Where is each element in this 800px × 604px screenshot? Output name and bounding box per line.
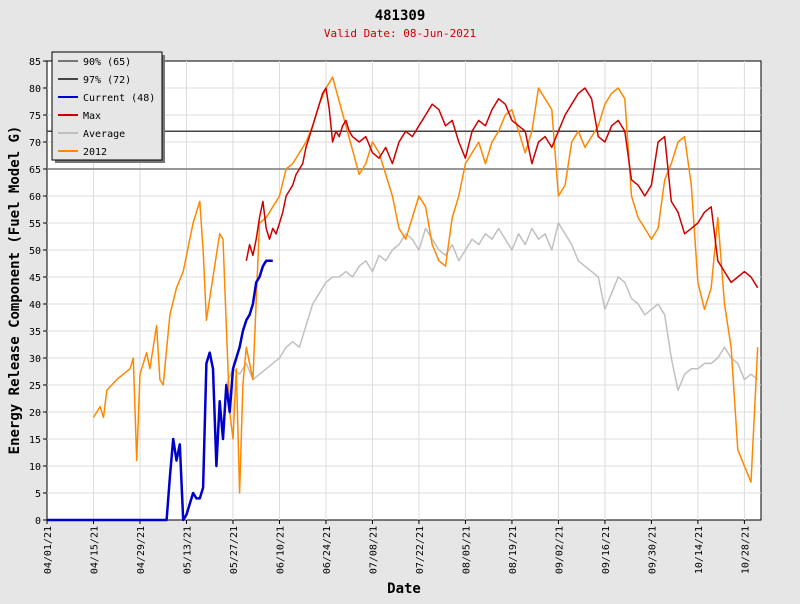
x-tick-label: 05/27/21 <box>229 526 240 574</box>
y-tick-label: 0 <box>35 516 41 527</box>
chart-title: 481309 <box>375 8 426 24</box>
x-tick-label: 04/15/21 <box>89 526 100 574</box>
x-tick-label: 09/16/21 <box>601 526 612 574</box>
y-tick-label: 45 <box>29 273 41 284</box>
x-tick-label: 06/10/21 <box>275 526 286 574</box>
series-layer <box>47 76 761 522</box>
x-axis: 04/01/21 04/15/21 04/29/21 05/13/21 05/27/21… <box>43 520 751 574</box>
x-tick-label: 10/28/21 <box>740 526 751 574</box>
y-tick-label: 30 <box>29 354 41 365</box>
y-tick-label: 10 <box>29 462 41 473</box>
y-tick-label: 75 <box>29 111 41 122</box>
legend-box <box>51 51 163 161</box>
series-line-2012 <box>92 76 759 494</box>
legend-label-2012: 2012 <box>83 147 107 158</box>
legend-label-97-72: 97% (72) <box>83 75 131 86</box>
legend: 90% (65) 97% (72) Current (48) Max Average 20… <box>51 51 165 163</box>
x-tick-label: 04/29/21 <box>136 526 147 574</box>
x-tick-label: 05/13/21 <box>182 526 193 574</box>
x-tick-label: 06/24/21 <box>322 526 333 574</box>
y-tick-label: 60 <box>29 192 41 203</box>
x-tick-label: 07/22/21 <box>415 526 426 574</box>
x-tick-label: 10/14/21 <box>694 526 705 574</box>
x-tick-label: 09/30/21 <box>647 526 658 574</box>
x-tick-label: 09/02/21 <box>554 526 565 574</box>
y-tick-label: 50 <box>29 246 41 257</box>
y-tick-label: 40 <box>29 300 41 311</box>
chart-subtitle: Valid Date: 08-Jun-2021 <box>324 27 476 40</box>
legend-label-average: Average <box>83 129 125 140</box>
series-line-average <box>225 222 759 392</box>
y-tick-label: 5 <box>35 489 41 500</box>
x-axis-label: Date <box>387 581 421 597</box>
x-tick-label: 08/19/21 <box>508 526 519 574</box>
x-tick-label: 04/01/21 <box>43 526 54 574</box>
x-tick-label: 07/08/21 <box>368 526 379 574</box>
series-line-max <box>245 87 759 289</box>
y-tick-label: 80 <box>29 84 41 95</box>
y-tick-label: 55 <box>29 219 41 230</box>
series-line-current-48 <box>47 259 273 522</box>
y-tick-label: 85 <box>29 57 41 68</box>
legend-label-current-48: Current (48) <box>83 93 155 104</box>
x-tick-label: 08/05/21 <box>461 526 472 574</box>
y-tick-label: 15 <box>29 435 41 446</box>
y-tick-label: 70 <box>29 138 41 149</box>
legend-label-max: Max <box>83 111 101 122</box>
y-axis-label: Energy Release Component (Fuel Model G) <box>7 126 23 455</box>
y-tick-label: 25 <box>29 381 41 392</box>
legend-label-90-65: 90% (65) <box>83 57 131 68</box>
plot-area <box>46 60 762 521</box>
y-axis: 0 5 10 15 20 25 30 35 40 45 50 55 60 65 70 75 80 85 <box>29 57 47 527</box>
y-tick-label: 65 <box>29 165 41 176</box>
y-tick-label: 35 <box>29 327 41 338</box>
y-tick-label: 20 <box>29 408 41 419</box>
